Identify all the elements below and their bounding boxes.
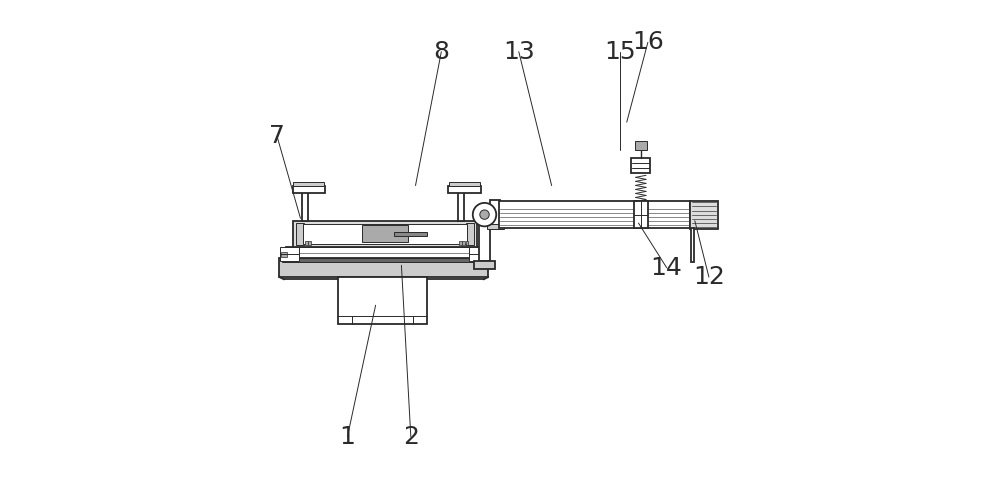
Bar <box>448 185 481 193</box>
Bar <box>362 225 408 242</box>
Circle shape <box>473 203 496 227</box>
Text: 12: 12 <box>693 265 725 289</box>
Bar <box>466 223 474 245</box>
Text: 15: 15 <box>604 40 636 64</box>
Bar <box>691 228 694 262</box>
Bar <box>281 251 287 257</box>
Bar <box>458 185 464 221</box>
Bar <box>286 247 482 258</box>
Bar <box>635 141 647 150</box>
Bar <box>462 241 465 245</box>
Circle shape <box>480 210 489 219</box>
Bar <box>459 241 462 245</box>
Bar <box>296 223 304 245</box>
Bar <box>303 224 467 244</box>
Bar <box>308 241 311 245</box>
Bar <box>279 258 488 277</box>
Bar <box>499 202 690 228</box>
Bar <box>466 241 468 245</box>
Bar <box>302 185 308 221</box>
Bar <box>282 258 486 262</box>
Bar <box>469 248 487 261</box>
Bar <box>449 182 480 185</box>
Bar <box>293 221 477 247</box>
Bar <box>474 261 495 269</box>
Text: 14: 14 <box>651 256 683 280</box>
Text: 2: 2 <box>403 425 419 449</box>
Bar <box>394 232 427 236</box>
Bar <box>479 218 490 261</box>
Bar <box>634 202 648 228</box>
Bar <box>293 182 324 185</box>
Text: 16: 16 <box>632 30 664 54</box>
Bar <box>487 225 504 229</box>
Bar <box>481 251 486 257</box>
Bar <box>338 277 427 324</box>
Bar <box>305 241 308 245</box>
Text: 13: 13 <box>503 40 535 64</box>
Text: 7: 7 <box>269 124 285 148</box>
Text: 8: 8 <box>433 40 449 64</box>
Bar <box>280 248 299 261</box>
Bar <box>631 158 650 173</box>
Text: 1: 1 <box>340 425 355 449</box>
Bar <box>293 185 325 193</box>
Bar <box>690 201 718 228</box>
Bar <box>490 200 500 229</box>
